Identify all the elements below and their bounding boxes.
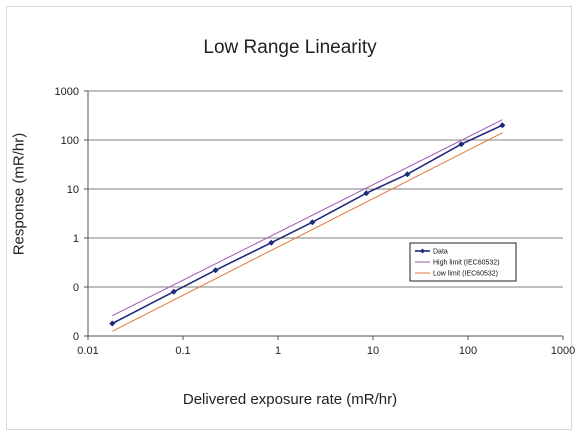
legend: Data High limit (IEC60532) Low limit (IEC6… — [409, 242, 517, 282]
y-tick-label: 1000 — [55, 86, 79, 98]
data-point — [170, 288, 177, 295]
x-tick-label: 1 — [275, 345, 281, 357]
data-point — [458, 141, 465, 148]
y-tick-label: 1 — [73, 233, 79, 245]
series-line-low-limit-iec60532 — [112, 132, 503, 332]
data-point — [404, 171, 411, 178]
data-point — [309, 219, 316, 226]
y-tick-label: 0 — [73, 331, 79, 343]
legend-label: Low limit (IEC60532) — [433, 271, 498, 278]
data-point — [499, 122, 506, 129]
y-tick-label: 10 — [67, 184, 79, 196]
chart-frame: Low Range Linearity Response (mR/hr) Del… — [6, 6, 572, 430]
x-tick-label: 100 — [459, 345, 477, 357]
data-point — [363, 190, 370, 197]
x-tick-label: 0.1 — [175, 345, 190, 357]
legend-label: High limit (IEC60532) — [433, 260, 500, 267]
data-point — [212, 267, 219, 274]
y-tick-label: 0 — [73, 282, 79, 294]
x-tick-label: 1000 — [551, 345, 575, 357]
legend-label: Data — [433, 249, 448, 256]
data-point — [109, 320, 116, 327]
chart-title: Low Range Linearity — [203, 37, 377, 58]
x-axis-title: Delivered exposure rate (mR/hr) — [182, 391, 398, 408]
x-tick-label: 10 — [367, 345, 379, 357]
series-line-data — [111, 124, 503, 325]
series-line-high-limit-iec60532 — [112, 119, 503, 317]
y-tick-label: 100 — [61, 135, 79, 147]
data-point — [268, 239, 275, 246]
x-tick-label: 0.01 — [77, 345, 98, 357]
legend-marker — [420, 248, 425, 254]
